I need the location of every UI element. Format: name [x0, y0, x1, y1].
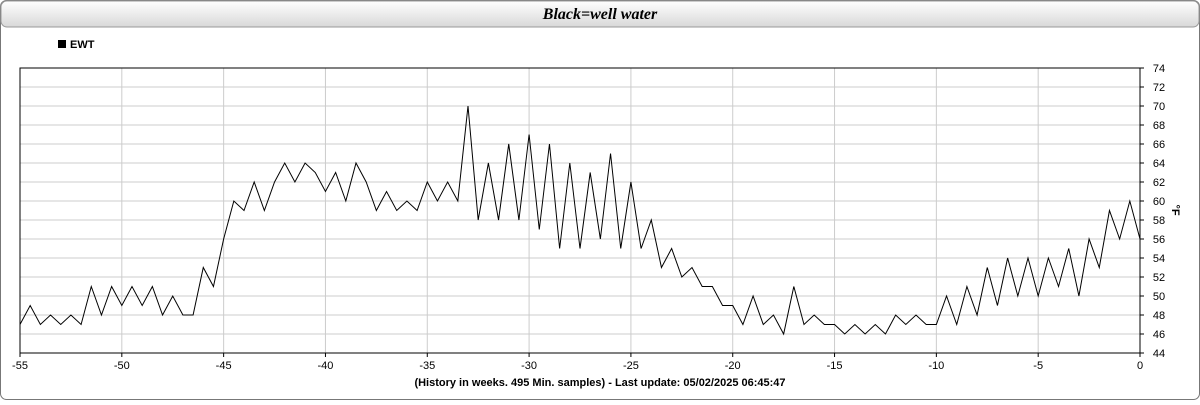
chart-title: Black=well water	[542, 6, 658, 23]
x-tick-label: -50	[114, 360, 130, 372]
x-tick-label: -20	[725, 360, 741, 372]
y-tick-label: 74	[1153, 63, 1165, 75]
y-axis-label: °F	[1169, 204, 1181, 215]
y-tick-label: 46	[1153, 329, 1165, 341]
y-tick-label: 72	[1153, 82, 1165, 94]
y-tick-label: 58	[1153, 215, 1165, 227]
x-axis-label: (History in weeks. 495 Min. samples) - L…	[414, 377, 785, 389]
plot-border	[19, 67, 1141, 354]
y-tick-label: 50	[1153, 291, 1165, 303]
y-tick-label: 68	[1153, 120, 1165, 132]
legend-label: EWT	[70, 39, 95, 51]
x-tick-label: -10	[928, 360, 944, 372]
y-tick-label: 44	[1153, 348, 1165, 360]
x-tick-label: -40	[318, 360, 334, 372]
y-tick-label: 70	[1153, 101, 1165, 113]
x-tick-label: -25	[623, 360, 639, 372]
x-tick-label: -30	[521, 360, 537, 372]
y-tick-label: 48	[1153, 310, 1165, 322]
title-bar	[0, 0, 1200, 28]
y-tick-label: 62	[1153, 177, 1165, 189]
plot-area	[19, 67, 1141, 354]
x-tick-label: -15	[827, 360, 843, 372]
legend-swatch	[58, 40, 66, 48]
y-tick-label: 66	[1153, 139, 1165, 151]
y-tick-label: 64	[1153, 158, 1165, 170]
x-tick-label: -5	[1033, 360, 1043, 372]
x-tick-label: -55	[12, 360, 28, 372]
data-line	[19, 105, 1141, 336]
y-tick-label: 60	[1153, 196, 1165, 208]
y-tick-label: 52	[1153, 272, 1165, 284]
x-tick-label: -45	[216, 360, 232, 372]
x-tick-label: -35	[419, 360, 435, 372]
x-tick-label: 0	[1137, 360, 1143, 372]
y-tick-label: 54	[1153, 253, 1165, 265]
y-tick-label: 56	[1153, 234, 1165, 246]
